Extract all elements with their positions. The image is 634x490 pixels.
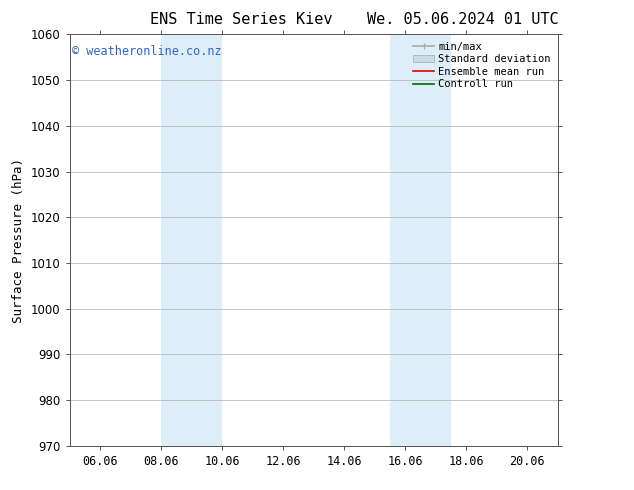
Bar [161, 34, 223, 446]
Y-axis label: Surface Pressure (hPa): Surface Pressure (hPa) [13, 158, 25, 322]
Text: © weatheronline.co.nz: © weatheronline.co.nz [72, 45, 222, 58]
Text: We. 05.06.2024 01 UTC: We. 05.06.2024 01 UTC [367, 12, 559, 27]
Legend: min/max, Standard deviation, Ensemble mean run, Controll run: min/max, Standard deviation, Ensemble me… [411, 40, 553, 92]
Text: ENS Time Series Kiev: ENS Time Series Kiev [150, 12, 332, 27]
Bar [390, 34, 451, 446]
